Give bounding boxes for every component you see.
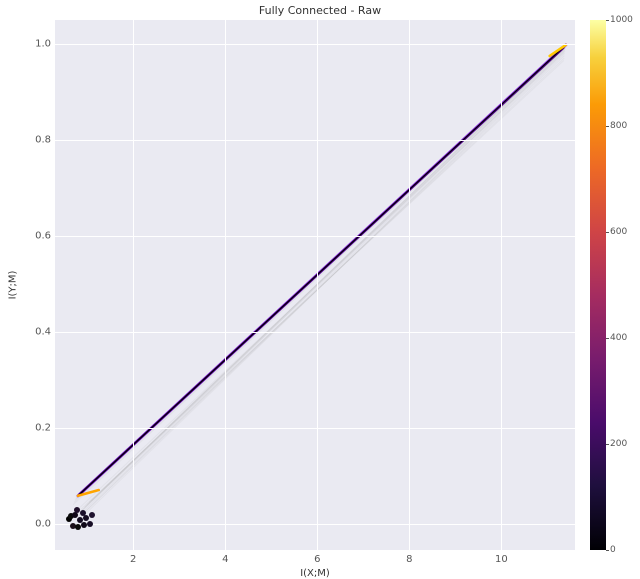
x-tick-label: 8 bbox=[406, 554, 412, 565]
gridline-h bbox=[55, 44, 575, 45]
gridline-h bbox=[55, 236, 575, 237]
colorbar-tick bbox=[606, 338, 609, 339]
colorbar-tick-label: 1000 bbox=[610, 15, 633, 25]
scatter-point bbox=[89, 512, 95, 518]
x-tick-label: 2 bbox=[130, 554, 136, 565]
scatter-point bbox=[87, 521, 93, 527]
gridline-v bbox=[409, 20, 410, 550]
colorbar-tick bbox=[606, 126, 609, 127]
gridline-v bbox=[317, 20, 318, 550]
gridline-h bbox=[55, 524, 575, 525]
gridline-v bbox=[225, 20, 226, 550]
x-tick-label: 10 bbox=[495, 554, 508, 565]
figure: Fully Connected - Raw I(X;M) I(Y;M) Epoc… bbox=[0, 0, 640, 576]
x-axis-label: I(X;M) bbox=[300, 568, 330, 579]
colorbar-tick bbox=[606, 444, 609, 445]
y-axis-label: I(Y;M) bbox=[8, 271, 19, 300]
colorbar-tick bbox=[606, 550, 609, 551]
y-tick-label: 0.0 bbox=[27, 518, 51, 529]
x-tick-label: 6 bbox=[314, 554, 320, 565]
colorbar bbox=[590, 20, 606, 550]
x-tick-label: 4 bbox=[222, 554, 228, 565]
colorbar-tick-label: 600 bbox=[610, 227, 627, 237]
chart-title: Fully Connected - Raw bbox=[0, 4, 640, 17]
gridline-v bbox=[501, 20, 502, 550]
plot-area bbox=[55, 20, 575, 550]
colorbar-tick-label: 800 bbox=[610, 121, 627, 131]
colorbar-tick-label: 200 bbox=[610, 439, 627, 449]
y-tick-label: 1.0 bbox=[27, 38, 51, 49]
gridline-v bbox=[133, 20, 134, 550]
colorbar-tick-label: 400 bbox=[610, 333, 627, 343]
colorbar-tick-label: 0 bbox=[610, 545, 616, 555]
gridline-h bbox=[55, 332, 575, 333]
y-tick-label: 0.8 bbox=[27, 134, 51, 145]
y-tick-label: 0.2 bbox=[27, 422, 51, 433]
y-tick-label: 0.6 bbox=[27, 230, 51, 241]
gridline-h bbox=[55, 140, 575, 141]
gridline-h bbox=[55, 428, 575, 429]
colorbar-tick bbox=[606, 232, 609, 233]
y-tick-label: 0.4 bbox=[27, 326, 51, 337]
colorbar-tick bbox=[606, 20, 609, 21]
